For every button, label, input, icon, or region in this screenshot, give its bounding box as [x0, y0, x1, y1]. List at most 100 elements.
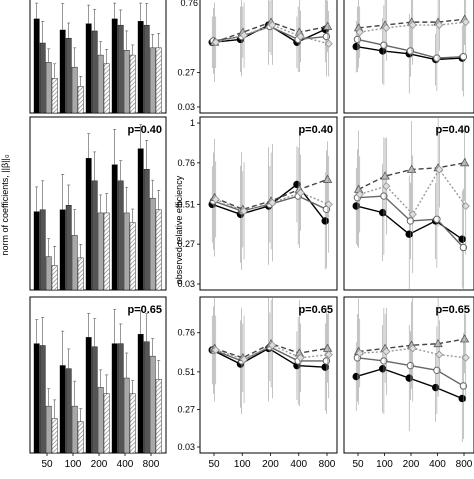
eff-point-c1-r2-s4-p4	[296, 188, 305, 197]
bar-r3-s1-c4	[111, 343, 118, 454]
eff-point-c2-r3-s4-p2	[382, 347, 391, 356]
bar-r1-s3-c1	[45, 62, 52, 114]
bar-r1-s3-c3	[97, 54, 104, 114]
eff-line-c2-r3-s3	[358, 338, 465, 353]
eff-point-c2-r3-s3-p5	[459, 334, 470, 343]
eff-ytick-label-c1-r2-2: 0.51	[177, 199, 195, 209]
eff-point-c1-r2-s1-p5	[321, 217, 329, 225]
eff-point-c1-r3-s4-p5	[324, 350, 333, 359]
bar-r1-s2-c1	[39, 42, 46, 114]
bar-r3-s3-c3	[97, 387, 104, 454]
bar-xtick-label-1: 50	[41, 459, 53, 470]
eff-line-c2-r1-s3	[358, 18, 465, 29]
eff-xtick-label-c2-r3-5: 800	[456, 459, 473, 470]
eff-point-c1-r1-s4-p5	[324, 39, 333, 48]
bar-r3-s2-c2	[65, 368, 72, 454]
eff-point-c2-r2-s1-p5	[458, 235, 466, 243]
eff-point-c2-r1-s2-p1	[353, 35, 362, 44]
bar-r1-s4-c4	[129, 54, 136, 114]
bar-r2-s2-c5	[143, 169, 150, 291]
eff-ytick-label-c1-r2-4: 0.03	[177, 279, 195, 289]
bar-r3-s4-c1	[51, 418, 58, 454]
bar-r2-s1-c5	[137, 148, 144, 291]
bar-r1-s2-c4	[117, 24, 124, 114]
eff-point-c2-r2-s2-p4	[433, 215, 441, 223]
eff-point-c2-r3-s1-p5	[458, 394, 466, 403]
eff-point-c2-r1-s2-p3	[406, 47, 415, 55]
eff-point-c2-r3-s2-p4	[433, 366, 441, 375]
bar-r1-s4-c2	[77, 86, 84, 114]
eff-panel-frame-c2-r2	[343, 116, 474, 291]
eff-point-c1-r2-s4-p5	[324, 200, 333, 209]
eff-point-c2-r3-s1-p4	[432, 383, 440, 392]
eff-point-c1-r3-s4-p3	[268, 341, 277, 350]
bar-r1-s1-c2	[59, 29, 66, 114]
eff-xtick-label-c2-r3-3: 200	[403, 459, 420, 470]
eff-panel-frame-c1-r3	[199, 296, 338, 454]
eff-point-c1-r3-s2-p5	[322, 357, 331, 365]
eff-point-c2-r1-s4-p2	[382, 23, 391, 32]
top-partial-label: 0.76	[180, 0, 198, 8]
eff-point-c2-r2-s4-p3	[408, 210, 417, 219]
eff-panel-frame-c2-r3	[343, 296, 474, 454]
eff-panel-frame-c1-r2	[199, 116, 338, 291]
eff-line-c2-r2-s4	[359, 168, 467, 216]
bar-r1-s1-c1	[33, 18, 40, 114]
eff-point-c2-r2-s1-p1	[352, 202, 360, 210]
left-ylabel: norm of coefficients, ||β||₀	[0, 154, 10, 255]
bar-r3-s1-c2	[59, 365, 66, 454]
bar-r2-s3-c2	[71, 235, 78, 291]
eff-point-c2-r2-s2-p2	[380, 192, 388, 200]
eff-point-c1-r1-s3-p5	[322, 21, 333, 30]
bar-r2-s2-c2	[65, 205, 72, 291]
bar-r2-s3-c3	[97, 212, 104, 291]
bar-r3-s1-c1	[33, 343, 40, 454]
eff-annotation-c2-r2: p=0.40	[435, 124, 470, 136]
bar-r3-s2-c3	[91, 346, 98, 454]
eff-point-c2-r2-s4-p5	[461, 201, 470, 210]
eff-point-c2-r1-s2-p2	[380, 41, 388, 49]
eff-xtick-label-c1-r3-1: 50	[208, 459, 220, 470]
bar-annotation-2: p=0.40	[127, 124, 162, 136]
eff-point-c1-r1-s4-p3	[268, 21, 277, 30]
eff-xtick-label-c2-r3-2: 100	[376, 459, 393, 470]
eff-point-c1-r2-s3-p5	[322, 174, 333, 183]
bar-xtick-label-2: 100	[65, 459, 82, 470]
bar-r2-s4-c5	[155, 209, 162, 291]
bar-r3-s4-c3	[103, 393, 110, 454]
bar-r3-s2-c4	[117, 343, 124, 454]
eff-ytick-label-c1-r2-3: 0.27	[177, 239, 195, 249]
bar-xtick-label-4: 400	[117, 459, 134, 470]
bar-r1-s1-c5	[137, 21, 144, 114]
bar-r3-s3-c5	[149, 355, 156, 454]
bar-r2-s4-c2	[77, 257, 84, 291]
eff-ytick-label-c1-r3-3: 0.03	[177, 442, 195, 452]
eff-point-c2-r3-s3-p4	[433, 338, 443, 348]
eff-point-c2-r1-s2-p5	[459, 52, 468, 61]
bar-r1-s4-c1	[51, 78, 58, 114]
eff-xtick-label-c1-r3-3: 200	[262, 459, 279, 470]
eff-ytick-label-c1-r1-1: 0.03	[177, 102, 195, 112]
bar-r3-s3-c1	[45, 405, 52, 454]
eff-ytick-label-c1-r3-0: 0.76	[177, 328, 195, 338]
bar-annotation-3: p=0.65	[127, 304, 162, 316]
eff-point-c2-r2-s2-p3	[406, 217, 415, 225]
eff-point-c1-r3-s3-p5	[322, 343, 333, 352]
bar-r2-s3-c1	[45, 256, 52, 291]
eff-point-c1-r1-s4-p2	[240, 31, 249, 40]
bar-r3-s1-c3	[85, 337, 92, 454]
eff-point-c2-r2-s3-p2	[380, 171, 390, 180]
eff-annotation-c2-r3: p=0.65	[435, 304, 470, 316]
eff-xtick-label-c2-r3-4: 400	[429, 459, 446, 470]
eff-line-c1-r3-s3	[214, 342, 328, 359]
eff-point-c2-r3-s2-p2	[380, 357, 388, 365]
bar-r2-s4-c3	[103, 212, 110, 291]
bar-r2-s1-c3	[85, 158, 92, 291]
eff-point-c1-r1-s4-p4	[296, 32, 305, 41]
bar-r1-s1-c4	[111, 18, 118, 114]
eff-point-c1-r2-s2-p5	[322, 205, 331, 214]
eff-line-c1-r2-s4	[215, 191, 330, 212]
eff-point-c2-r1-s4-p1	[355, 28, 364, 37]
